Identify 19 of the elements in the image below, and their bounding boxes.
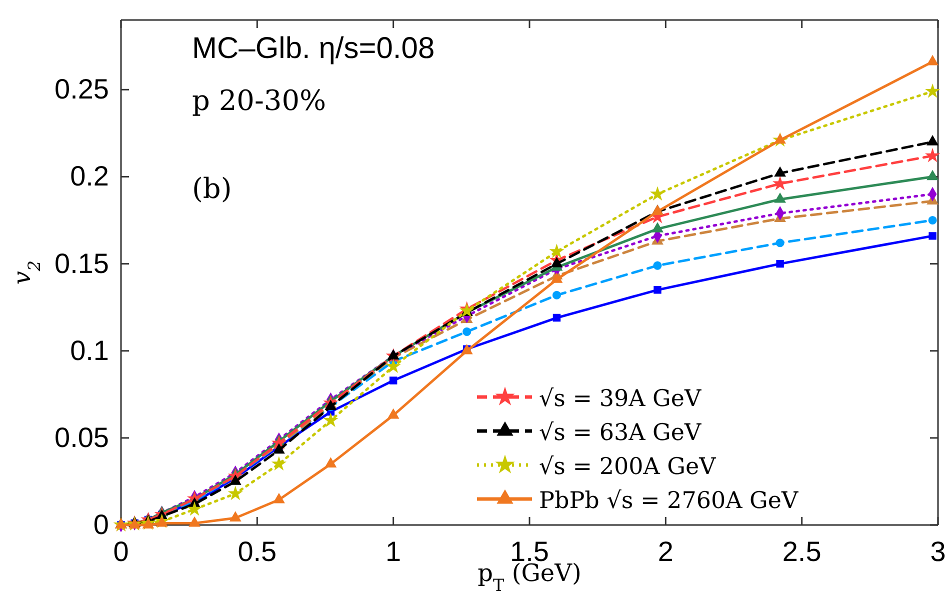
y-tick-label: 0.25 xyxy=(54,74,109,105)
y-tick-label: 0 xyxy=(93,508,109,540)
x-tick-label: 3 xyxy=(930,536,946,567)
x-tick-label: 2 xyxy=(658,536,674,567)
annotation: p 20-30% xyxy=(192,84,326,117)
legend-label: √s = 200A GeV xyxy=(539,454,716,480)
y-tick-label: 0.2 xyxy=(70,160,109,192)
y-tick-label: 0.05 xyxy=(54,422,109,453)
x-tick-label: 2.5 xyxy=(782,536,822,567)
x-tick-label: 1 xyxy=(386,536,402,567)
annotation: (b) xyxy=(192,172,232,205)
legend-label: PbPb √s = 2760A GeV xyxy=(539,488,798,514)
legend-label: √s = 39A GeV xyxy=(539,386,702,412)
y-tick-label: 0.1 xyxy=(70,334,109,366)
x-tick-label: 0.5 xyxy=(238,536,277,567)
x-tick-label: 0 xyxy=(113,536,129,567)
legend-label: √s = 63A GeV xyxy=(539,420,702,446)
annotation: MC–Glb. η/s=0.08 xyxy=(192,32,435,65)
y-tick-label: 0.15 xyxy=(54,248,109,279)
